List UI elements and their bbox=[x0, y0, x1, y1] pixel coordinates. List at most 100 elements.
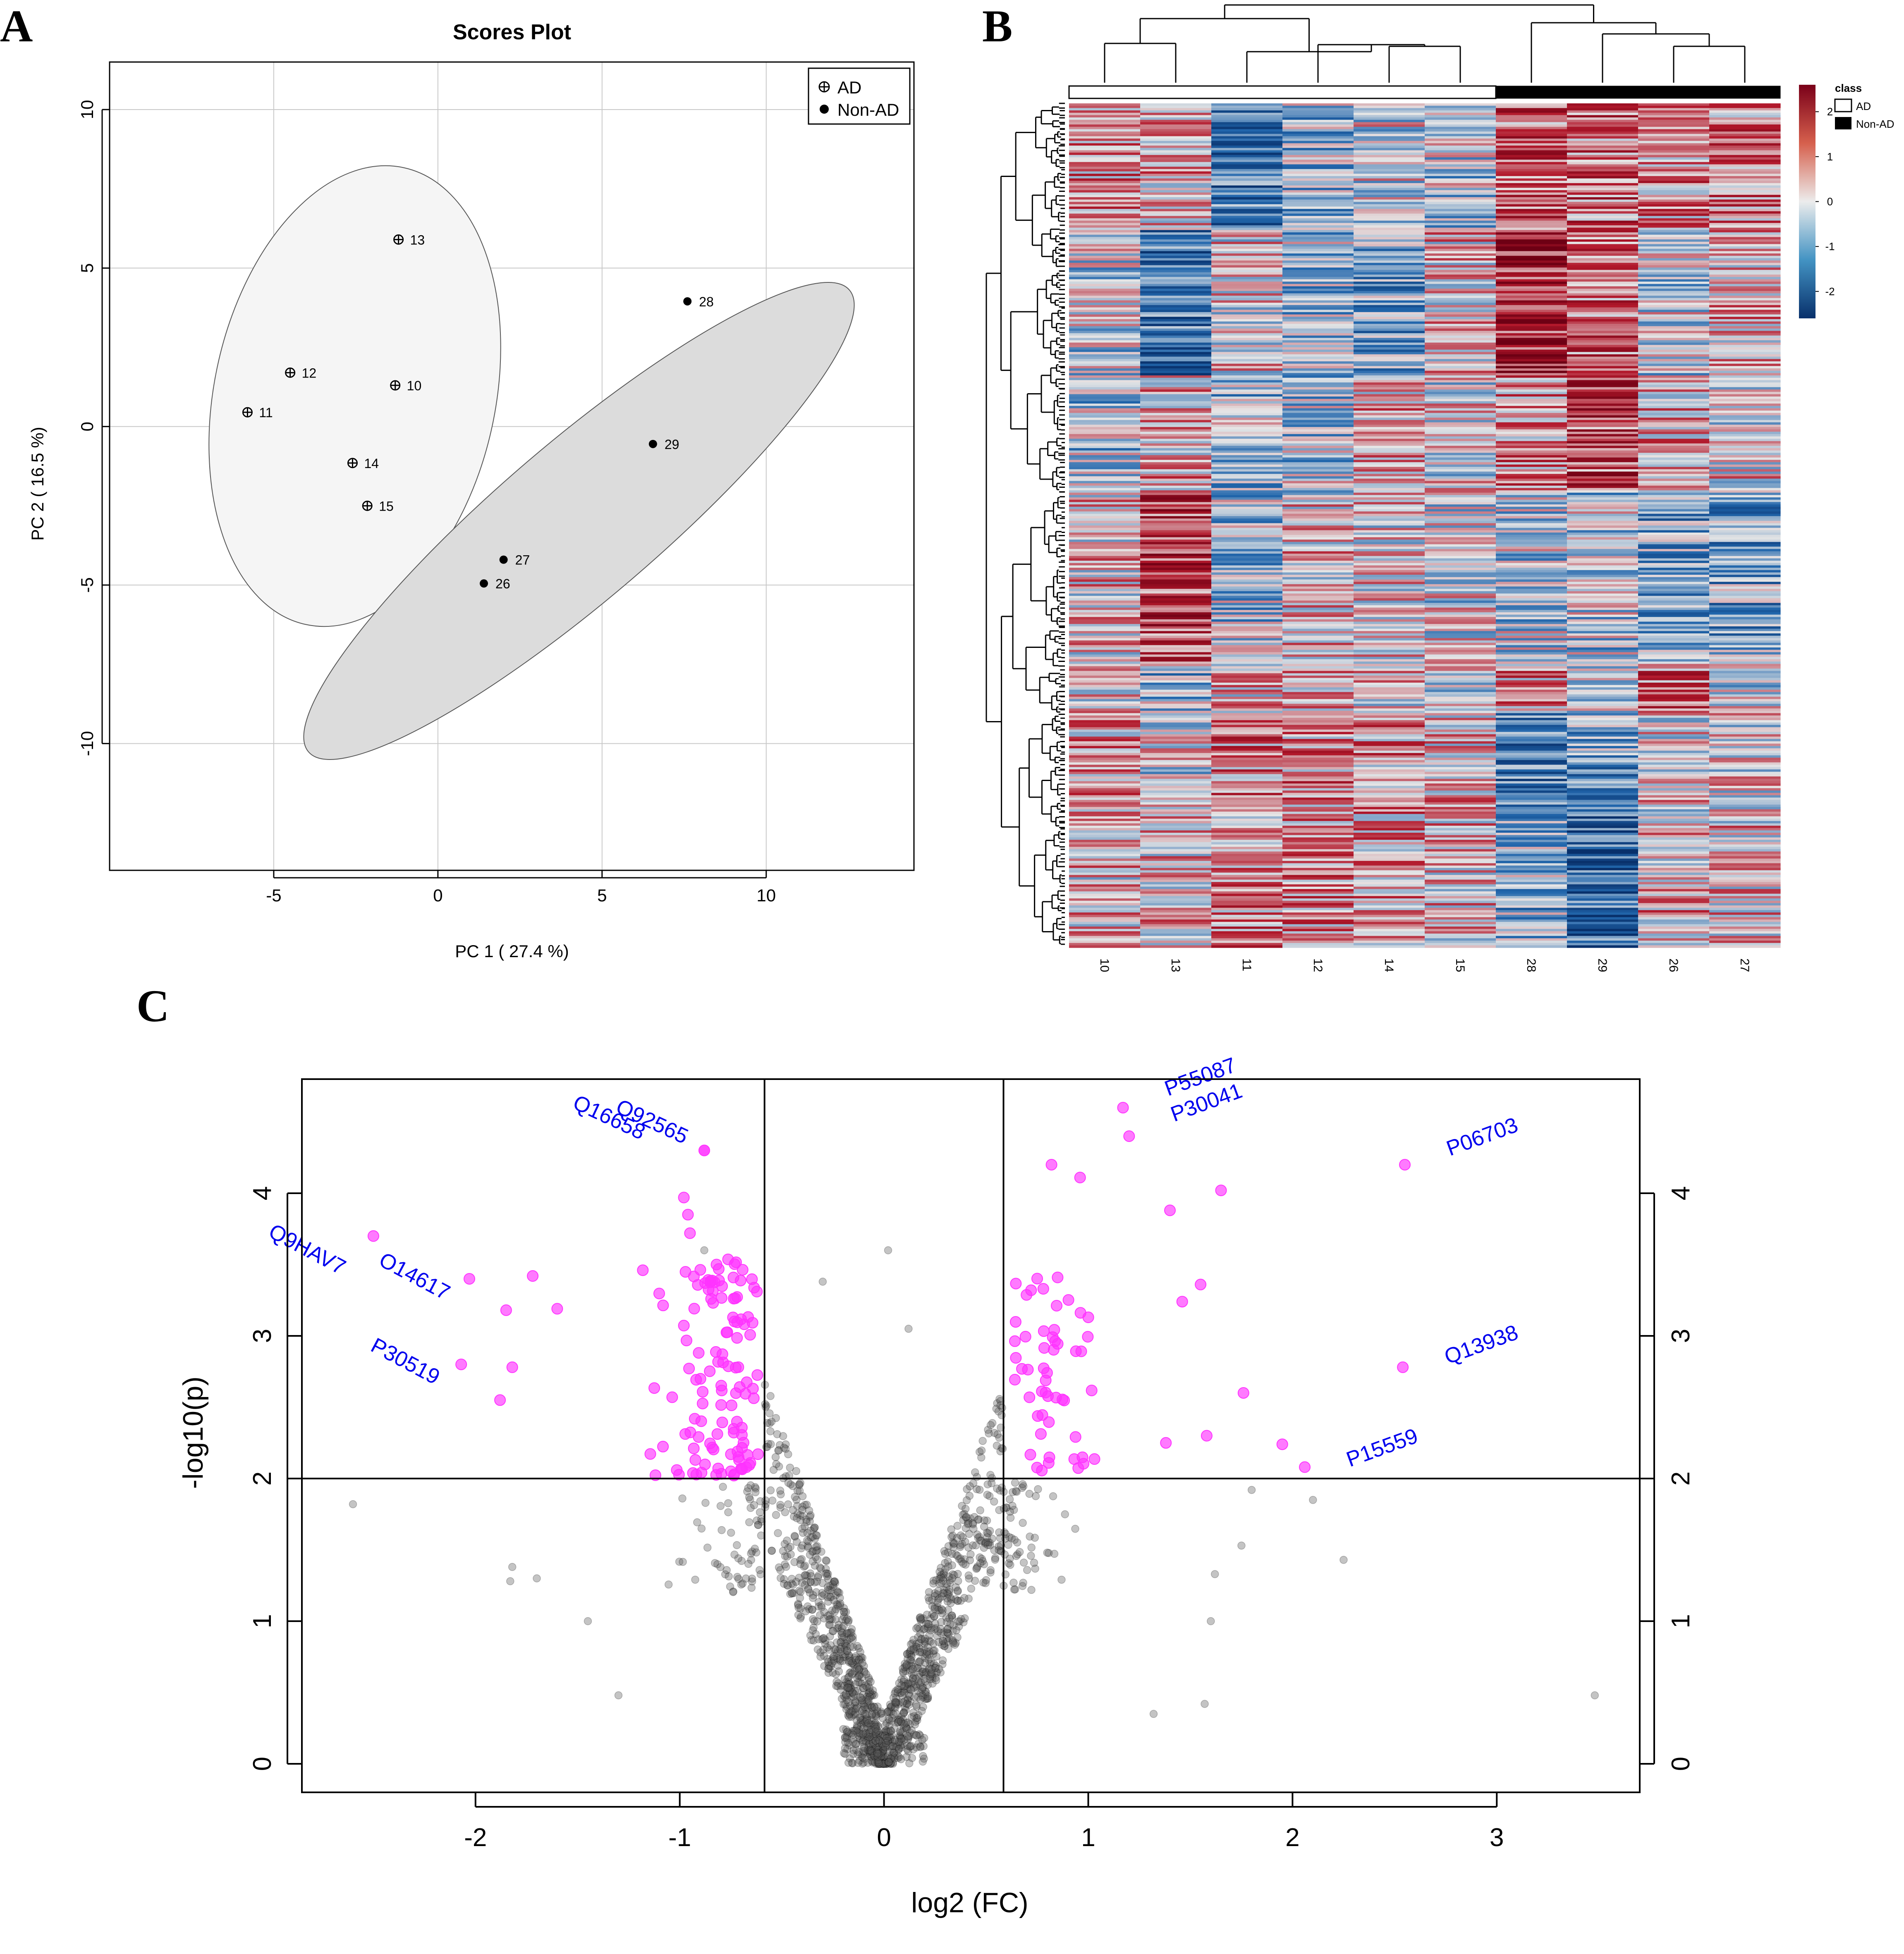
point-nonsignificant bbox=[849, 1693, 858, 1701]
heatmap-cell bbox=[1638, 382, 1710, 385]
heatmap-cell bbox=[1140, 868, 1212, 871]
heatmap-cell bbox=[1211, 394, 1283, 397]
heatmap-cell bbox=[1282, 945, 1354, 948]
heatmap-cell bbox=[1069, 760, 1141, 763]
heatmap-cell bbox=[1425, 253, 1496, 256]
heatmap-cell bbox=[1069, 533, 1141, 535]
heatmap-cell bbox=[1496, 321, 1567, 324]
heatmap-cell bbox=[1425, 812, 1496, 815]
heatmap-cell bbox=[1496, 633, 1567, 636]
heatmap-cell bbox=[1709, 915, 1781, 917]
heatmap-cell bbox=[1567, 575, 1638, 578]
heatmap-cell bbox=[1425, 499, 1496, 502]
heatmap-cell bbox=[1638, 540, 1710, 542]
heatmap-cell bbox=[1638, 889, 1710, 892]
heatmap-cell bbox=[1709, 584, 1781, 587]
heatmap-cell bbox=[1425, 666, 1496, 669]
heatmap-cell bbox=[1709, 227, 1781, 230]
heatmap-cell bbox=[1638, 427, 1710, 430]
point-nonsignificant bbox=[837, 1682, 845, 1690]
heatmap-cell bbox=[1709, 898, 1781, 901]
point-nonsignificant bbox=[845, 1710, 854, 1719]
heatmap-cell bbox=[1140, 699, 1212, 702]
heatmap-cell bbox=[1069, 812, 1141, 815]
scores-plot-x-label: PC 1 ( 27.4 %) bbox=[455, 941, 569, 961]
heatmap-cell bbox=[1354, 901, 1425, 903]
heatmap-cell bbox=[1709, 256, 1781, 258]
heatmap-cell bbox=[1069, 840, 1141, 843]
heatmap-cell bbox=[1211, 434, 1283, 437]
heatmap-cell bbox=[1567, 241, 1638, 244]
heatmap-cell bbox=[1282, 476, 1354, 479]
heatmap-cell bbox=[1709, 338, 1781, 341]
heatmap-cell bbox=[1496, 584, 1567, 587]
heatmap-cell bbox=[1638, 558, 1710, 561]
heatmap-cell bbox=[1140, 162, 1212, 165]
heatmap-cell bbox=[1496, 598, 1567, 601]
heatmap-cell bbox=[1638, 886, 1710, 889]
heatmap-cell bbox=[1425, 786, 1496, 788]
heatmap-cell bbox=[1282, 253, 1354, 256]
point-nonsignificant bbox=[912, 1682, 921, 1691]
heatmap-cell bbox=[1496, 915, 1567, 917]
heatmap-cell bbox=[1069, 401, 1141, 404]
heatmap-cell bbox=[1709, 840, 1781, 843]
point-nonsignificant bbox=[921, 1687, 930, 1696]
heatmap-cell bbox=[1567, 821, 1638, 824]
heatmap-cell bbox=[1282, 429, 1354, 432]
heatmap-cell bbox=[1282, 715, 1354, 718]
heatmap-cell bbox=[1567, 279, 1638, 282]
heatmap-cell bbox=[1140, 164, 1212, 167]
heatmap-cell bbox=[1282, 354, 1354, 357]
heatmap-cell bbox=[1282, 725, 1354, 728]
point-nonsignificant bbox=[905, 1648, 914, 1657]
heatmap-cell bbox=[1638, 617, 1710, 620]
heatmap-cell bbox=[1567, 514, 1638, 516]
heatmap-cell bbox=[1282, 216, 1354, 219]
heatmap-cell bbox=[1638, 164, 1710, 167]
heatmap-cell bbox=[1567, 922, 1638, 924]
heatmap-cell bbox=[1496, 146, 1567, 148]
heatmap-cell bbox=[1282, 654, 1354, 657]
heatmap-cell bbox=[1282, 833, 1354, 836]
heatmap-cell bbox=[1140, 483, 1212, 486]
heatmap-cell bbox=[1354, 722, 1425, 725]
heatmap-cell bbox=[1496, 523, 1567, 526]
heatmap-cell bbox=[1069, 418, 1141, 420]
point-nonsignificant bbox=[952, 1550, 960, 1559]
heatmap-cell bbox=[1425, 680, 1496, 683]
heatmap-cell bbox=[1709, 572, 1781, 575]
heatmap-cell bbox=[1069, 898, 1141, 901]
heatmap-cell bbox=[1567, 640, 1638, 643]
heatmap-cell bbox=[1354, 936, 1425, 939]
heatmap-cell bbox=[1567, 164, 1638, 167]
heatmap-cell bbox=[1709, 265, 1781, 268]
heatmap-cell bbox=[1354, 169, 1425, 172]
heatmap-cell bbox=[1638, 246, 1710, 249]
heatmap-cell bbox=[1282, 342, 1354, 345]
heatmap-cell bbox=[1069, 183, 1141, 186]
heatmap-cell bbox=[1709, 530, 1781, 533]
heatmap-cell bbox=[1282, 680, 1354, 683]
heatmap-cell bbox=[1496, 772, 1567, 774]
point-nonsignificant bbox=[911, 1718, 920, 1726]
heatmap-cell bbox=[1140, 697, 1212, 700]
heatmap-cell bbox=[1354, 652, 1425, 655]
point-nonsignificant bbox=[983, 1529, 991, 1537]
heatmap-cell bbox=[1425, 490, 1496, 493]
heatmap-cell bbox=[1354, 432, 1425, 435]
heatmap-cell bbox=[1069, 530, 1141, 533]
heatmap-cell bbox=[1140, 443, 1212, 446]
heatmap-cell bbox=[1282, 889, 1354, 892]
heatmap-cell bbox=[1425, 828, 1496, 831]
heatmap-cell bbox=[1069, 858, 1141, 861]
heatmap-cell bbox=[1638, 804, 1710, 807]
heatmap-cell bbox=[1709, 239, 1781, 242]
heatmap-cell bbox=[1211, 760, 1283, 763]
heatmap-cell bbox=[1211, 188, 1283, 191]
heatmap-cell bbox=[1425, 263, 1496, 265]
heatmap-cell bbox=[1425, 802, 1496, 805]
heatmap-cell bbox=[1496, 547, 1567, 549]
heatmap-cell bbox=[1638, 725, 1710, 728]
point-nonsignificant bbox=[765, 1419, 774, 1428]
